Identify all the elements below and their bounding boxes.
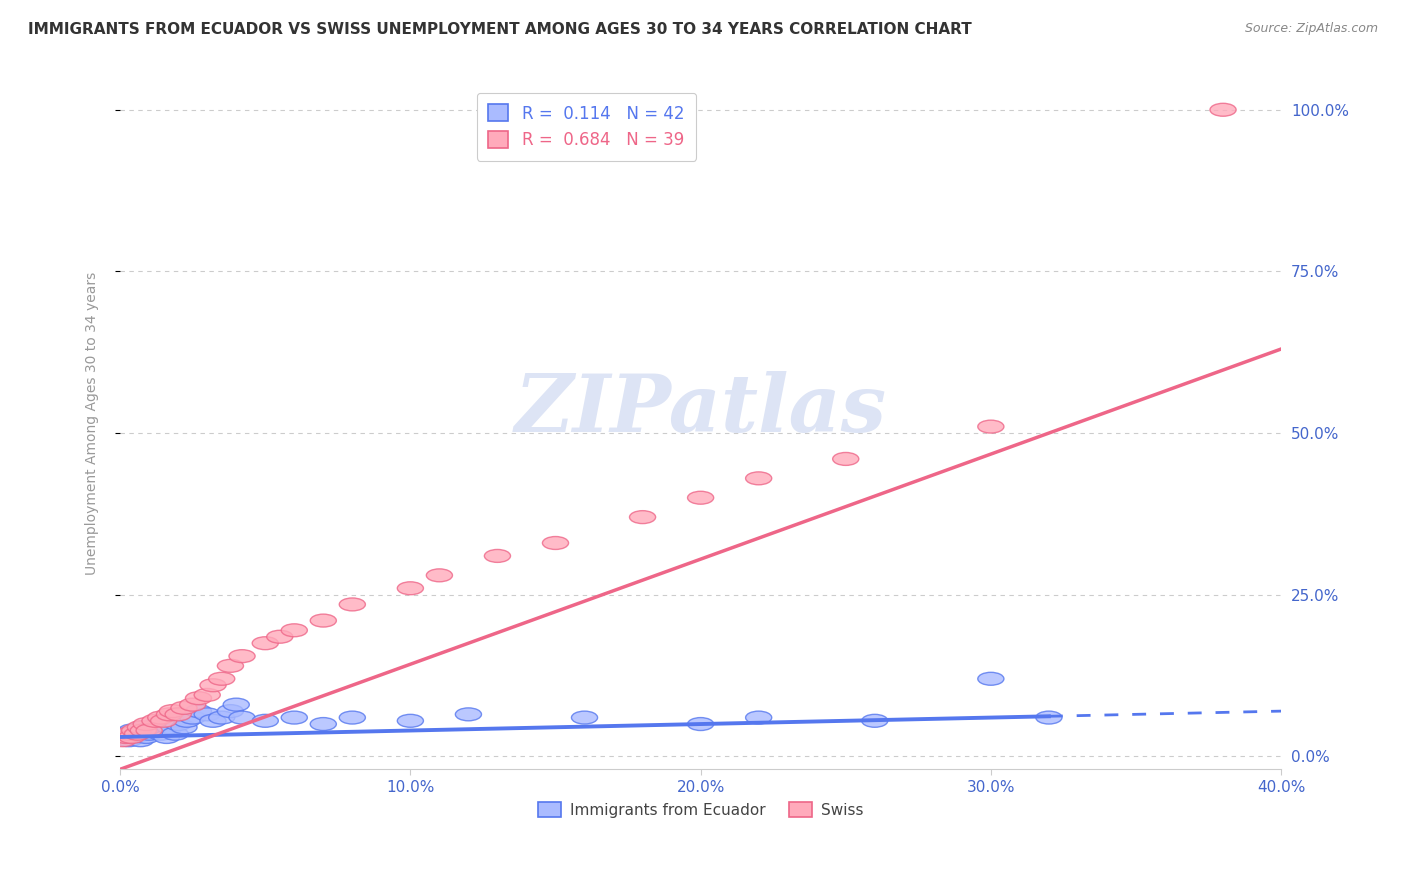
Ellipse shape — [688, 491, 714, 504]
Ellipse shape — [485, 549, 510, 562]
Ellipse shape — [131, 724, 156, 737]
Ellipse shape — [112, 727, 139, 740]
Ellipse shape — [224, 698, 249, 711]
Ellipse shape — [165, 717, 191, 731]
Ellipse shape — [218, 659, 243, 673]
Ellipse shape — [311, 717, 336, 731]
Ellipse shape — [977, 673, 1004, 685]
Ellipse shape — [571, 711, 598, 724]
Ellipse shape — [456, 708, 481, 721]
Ellipse shape — [110, 734, 136, 747]
Ellipse shape — [136, 724, 162, 737]
Ellipse shape — [229, 711, 254, 724]
Y-axis label: Unemployment Among Ages 30 to 34 years: Unemployment Among Ages 30 to 34 years — [86, 272, 100, 575]
Ellipse shape — [281, 711, 308, 724]
Ellipse shape — [398, 582, 423, 595]
Ellipse shape — [115, 727, 142, 740]
Ellipse shape — [134, 717, 159, 731]
Ellipse shape — [194, 689, 221, 701]
Ellipse shape — [745, 472, 772, 484]
Ellipse shape — [131, 721, 156, 734]
Ellipse shape — [267, 631, 292, 643]
Ellipse shape — [543, 536, 568, 549]
Ellipse shape — [150, 714, 177, 727]
Ellipse shape — [977, 420, 1004, 434]
Ellipse shape — [148, 711, 174, 724]
Ellipse shape — [125, 727, 150, 740]
Ellipse shape — [745, 711, 772, 724]
Ellipse shape — [142, 721, 169, 734]
Ellipse shape — [112, 731, 139, 743]
Ellipse shape — [186, 705, 211, 717]
Text: ZIPatlas: ZIPatlas — [515, 371, 887, 449]
Ellipse shape — [194, 708, 221, 721]
Ellipse shape — [862, 714, 887, 727]
Ellipse shape — [281, 624, 308, 637]
Ellipse shape — [121, 731, 148, 743]
Ellipse shape — [148, 727, 174, 740]
Ellipse shape — [200, 714, 226, 727]
Ellipse shape — [153, 731, 180, 743]
Ellipse shape — [128, 721, 153, 734]
Ellipse shape — [398, 714, 423, 727]
Ellipse shape — [688, 717, 714, 731]
Ellipse shape — [156, 721, 183, 734]
Ellipse shape — [139, 724, 165, 737]
Ellipse shape — [832, 452, 859, 466]
Ellipse shape — [208, 711, 235, 724]
Ellipse shape — [134, 731, 159, 743]
Ellipse shape — [159, 705, 186, 717]
Ellipse shape — [252, 637, 278, 649]
Ellipse shape — [115, 734, 142, 747]
Ellipse shape — [1036, 711, 1062, 724]
Ellipse shape — [128, 734, 153, 747]
Ellipse shape — [208, 673, 235, 685]
Ellipse shape — [165, 708, 191, 721]
Ellipse shape — [311, 614, 336, 627]
Ellipse shape — [156, 708, 183, 721]
Ellipse shape — [186, 691, 211, 705]
Ellipse shape — [150, 724, 177, 737]
Ellipse shape — [172, 701, 197, 714]
Ellipse shape — [174, 714, 200, 727]
Ellipse shape — [180, 711, 205, 724]
Ellipse shape — [118, 724, 145, 737]
Ellipse shape — [252, 714, 278, 727]
Ellipse shape — [630, 510, 655, 524]
Ellipse shape — [110, 731, 136, 743]
Ellipse shape — [200, 679, 226, 691]
Ellipse shape — [180, 698, 205, 711]
Legend: Immigrants from Ecuador, Swiss: Immigrants from Ecuador, Swiss — [531, 796, 869, 824]
Ellipse shape — [1211, 103, 1236, 116]
Ellipse shape — [339, 598, 366, 611]
Ellipse shape — [121, 724, 148, 737]
Ellipse shape — [426, 569, 453, 582]
Text: Source: ZipAtlas.com: Source: ZipAtlas.com — [1244, 22, 1378, 36]
Ellipse shape — [172, 721, 197, 734]
Ellipse shape — [218, 705, 243, 717]
Ellipse shape — [162, 727, 188, 740]
Ellipse shape — [339, 711, 366, 724]
Ellipse shape — [229, 649, 254, 663]
Ellipse shape — [159, 714, 186, 727]
Ellipse shape — [142, 714, 169, 727]
Ellipse shape — [145, 717, 172, 731]
Ellipse shape — [125, 727, 150, 740]
Text: IMMIGRANTS FROM ECUADOR VS SWISS UNEMPLOYMENT AMONG AGES 30 TO 34 YEARS CORRELAT: IMMIGRANTS FROM ECUADOR VS SWISS UNEMPLO… — [28, 22, 972, 37]
Ellipse shape — [136, 727, 162, 740]
Ellipse shape — [118, 731, 145, 743]
